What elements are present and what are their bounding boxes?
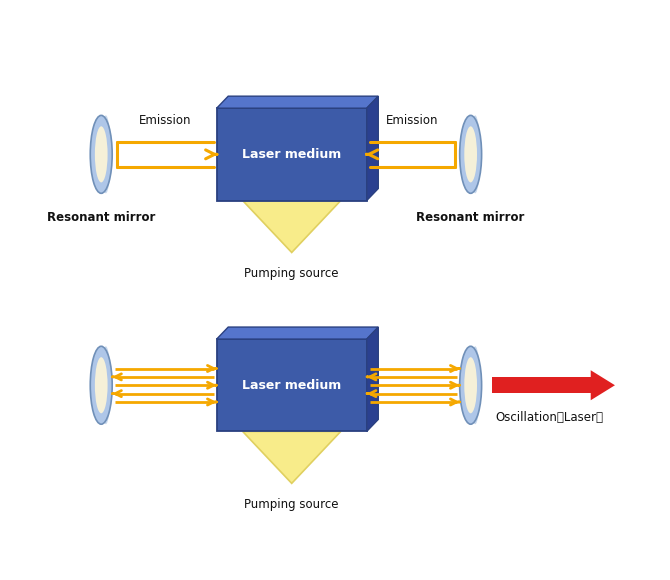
Ellipse shape bbox=[470, 115, 480, 193]
Text: Pumping source: Pumping source bbox=[245, 267, 339, 280]
Ellipse shape bbox=[101, 346, 111, 424]
Polygon shape bbox=[366, 96, 379, 201]
Bar bbox=[216, 339, 366, 432]
Ellipse shape bbox=[464, 126, 477, 182]
Bar bbox=[492, 377, 591, 393]
Polygon shape bbox=[243, 201, 341, 252]
Ellipse shape bbox=[470, 346, 480, 424]
Ellipse shape bbox=[90, 346, 112, 424]
Text: Laser medium: Laser medium bbox=[242, 148, 341, 161]
Ellipse shape bbox=[460, 115, 482, 193]
Ellipse shape bbox=[460, 346, 482, 424]
Polygon shape bbox=[366, 327, 379, 432]
Ellipse shape bbox=[101, 115, 111, 193]
Text: Laser medium: Laser medium bbox=[242, 379, 341, 392]
Text: Emission: Emission bbox=[386, 114, 439, 127]
Polygon shape bbox=[591, 370, 615, 400]
Polygon shape bbox=[216, 327, 379, 339]
Text: Pumping source: Pumping source bbox=[245, 498, 339, 511]
Polygon shape bbox=[216, 96, 379, 108]
Ellipse shape bbox=[95, 357, 108, 414]
Ellipse shape bbox=[95, 126, 108, 182]
Text: Oscillation（Laser）: Oscillation（Laser） bbox=[495, 411, 603, 423]
Ellipse shape bbox=[464, 357, 477, 414]
Text: Resonant mirror: Resonant mirror bbox=[417, 211, 525, 224]
Bar bbox=[216, 108, 366, 201]
Text: Resonant mirror: Resonant mirror bbox=[47, 211, 155, 224]
Text: Emission: Emission bbox=[139, 114, 192, 127]
Polygon shape bbox=[243, 432, 341, 483]
Ellipse shape bbox=[90, 115, 112, 193]
